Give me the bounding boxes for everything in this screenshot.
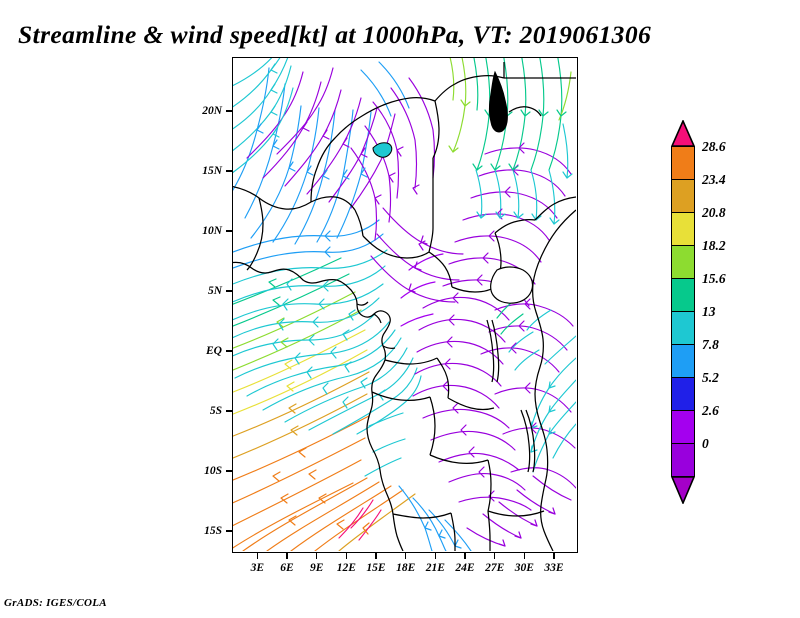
y-axis-label-20n: 20N — [202, 104, 222, 117]
map-frame — [232, 57, 578, 553]
colorbar-label-13: 13 — [702, 304, 716, 319]
streamline-layer — [233, 58, 576, 551]
x-tick — [464, 553, 466, 559]
x-axis-label-27e: 27E — [485, 562, 505, 574]
credit-label: GrADS: IGES/COLA — [4, 597, 107, 609]
colorbar-label-18-2: 18.2 — [702, 238, 726, 253]
y-axis-label-eq: EQ — [206, 345, 222, 357]
x-axis-label-18e: 18E — [396, 562, 416, 574]
y-axis-label-15s: 15S — [204, 525, 222, 538]
colorbar-segment-5 — [671, 278, 695, 312]
x-axis-label-15e: 15E — [366, 562, 386, 574]
colorbar: 28.6 23.4 20.8 18.2 15.6 13 7.8 5.2 2.6 … — [671, 120, 726, 504]
x-tick — [523, 553, 526, 559]
colorbar-segment-4 — [671, 311, 695, 345]
page-title: Streamline & wind speed[kt] at 1000hPa, … — [18, 20, 652, 49]
colorbar-segment-7 — [671, 212, 695, 246]
colorbar-label-15-6: 15.6 — [702, 271, 726, 286]
colorbar-under-arrow — [671, 476, 695, 504]
y-tick — [226, 290, 232, 292]
colorbar-segment-0 — [671, 443, 695, 477]
y-tick — [226, 110, 232, 112]
y-tick — [226, 470, 232, 472]
x-axis-label-3e: 3E — [250, 562, 265, 574]
colorbar-segment-6 — [671, 245, 695, 279]
x-tick — [375, 553, 377, 559]
colorbar-segment-9 — [671, 146, 695, 180]
x-axis-label-33e: 33E — [544, 562, 564, 574]
x-tick — [286, 553, 288, 559]
colorbar-label-23-4: 23.4 — [702, 172, 726, 187]
colorbar-segment-3 — [671, 344, 695, 378]
y-tick — [226, 170, 232, 172]
y-axis-label-5s: 5S — [209, 405, 222, 417]
x-tick — [256, 553, 259, 559]
colorbar-label-20-8: 20.8 — [702, 205, 726, 220]
colorbar-segment-1 — [671, 410, 695, 444]
colorbar-label-2-6: 2.6 — [702, 403, 719, 418]
y-axis-label-15n: 15N — [202, 164, 222, 177]
x-tick — [553, 553, 555, 559]
map-panel: 20N 15N 10N 5N EQ 5S 10S 15S 3E 6E 9E 12… — [202, 57, 578, 574]
x-tick — [405, 553, 407, 559]
coastline-layer — [233, 62, 576, 551]
x-axis-label-9e: 9E — [309, 562, 324, 574]
y-tick — [226, 230, 232, 232]
x-tick — [316, 553, 318, 559]
x-axis-label-6e: 6E — [280, 562, 294, 574]
colorbar-segment-2 — [671, 377, 695, 411]
colorbar-segment-8 — [671, 179, 695, 213]
map-canvas — [233, 58, 576, 551]
y-axis-label-10n: 10N — [202, 224, 222, 237]
colorbar-label-5-2: 5.2 — [702, 370, 719, 385]
y-axis-label-10s: 10S — [204, 465, 222, 478]
x-axis-label-30e: 30E — [514, 562, 534, 574]
y-axis-label-5n: 5N — [207, 284, 222, 297]
y-tick — [226, 530, 232, 532]
x-tick — [434, 553, 437, 559]
y-tick — [226, 350, 232, 352]
y-tick — [226, 410, 232, 412]
colorbar-over-arrow — [671, 120, 695, 147]
x-axis-label-21e: 21E — [425, 562, 445, 574]
x-axis-label-24e: 24E — [455, 562, 475, 574]
x-axis-label-12e: 12E — [336, 562, 356, 574]
x-tick — [494, 553, 496, 559]
colorbar-label-28-6: 28.6 — [702, 139, 726, 154]
colorbar-label-0: 0 — [702, 436, 709, 451]
x-tick — [345, 553, 348, 559]
colorbar-label-7-8: 7.8 — [702, 337, 719, 352]
